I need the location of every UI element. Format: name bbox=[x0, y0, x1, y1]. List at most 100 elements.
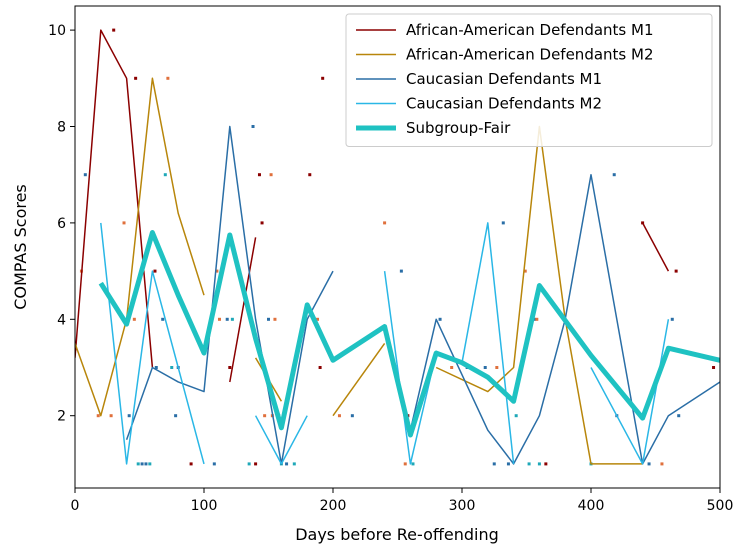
scatter-point bbox=[148, 462, 152, 466]
scatter-point bbox=[144, 462, 148, 466]
x-axis-label: Days before Re-offending bbox=[295, 525, 499, 544]
scatter-point bbox=[501, 221, 505, 225]
scatter-point bbox=[212, 462, 216, 466]
scatter-point bbox=[122, 221, 126, 225]
y-tick-label: 8 bbox=[57, 120, 66, 136]
series-line-4 bbox=[383, 222, 515, 465]
scatter-point bbox=[316, 317, 320, 321]
scatter-point bbox=[217, 317, 221, 321]
scatter-point bbox=[273, 317, 277, 321]
y-tick-label: 6 bbox=[57, 216, 66, 232]
scatter-point bbox=[321, 76, 325, 80]
y-tick-label: 2 bbox=[57, 409, 66, 425]
scatter-point bbox=[674, 269, 678, 273]
scatter-point bbox=[492, 462, 496, 466]
scatter-point bbox=[544, 462, 548, 466]
legend-label: Caucasian Defendants M2 bbox=[406, 95, 602, 113]
scatter-point bbox=[153, 269, 157, 273]
scatter-point bbox=[127, 414, 131, 418]
scatter-point bbox=[647, 462, 651, 466]
legend-label: Caucasian Defendants M1 bbox=[406, 70, 602, 88]
scatter-point bbox=[263, 414, 267, 418]
series-line-3 bbox=[125, 125, 334, 465]
scatter-point bbox=[527, 462, 531, 466]
scatter-point bbox=[677, 414, 681, 418]
series-line-5 bbox=[98, 230, 720, 438]
y-tick-label: 10 bbox=[48, 23, 66, 39]
scatter-point bbox=[215, 269, 219, 273]
scatter-point bbox=[318, 366, 322, 369]
scatter-point bbox=[134, 76, 138, 80]
scatter-point bbox=[399, 269, 403, 273]
scatter-point bbox=[523, 269, 527, 273]
scatter-point bbox=[514, 414, 518, 418]
scatter-point bbox=[411, 462, 415, 466]
scatter-point bbox=[112, 28, 116, 32]
scatter-point bbox=[383, 221, 387, 225]
scatter-point bbox=[267, 317, 270, 321]
scatter-point bbox=[170, 366, 174, 369]
series-line-1 bbox=[75, 29, 154, 368]
series-line-2 bbox=[75, 77, 205, 417]
scatter-point bbox=[174, 414, 178, 418]
x-tick-label: 400 bbox=[578, 498, 605, 514]
x-tick-label: 0 bbox=[71, 498, 80, 514]
x-tick-label: 200 bbox=[320, 498, 347, 514]
scatter-point bbox=[132, 317, 136, 321]
scatter-point bbox=[166, 76, 170, 80]
scatter-point bbox=[154, 366, 158, 369]
scatter-point bbox=[450, 366, 454, 369]
scatter-point bbox=[257, 173, 261, 177]
legend-label: African-American Defendants M1 bbox=[406, 21, 654, 39]
x-tick-label: 100 bbox=[191, 498, 218, 514]
series-line-1 bbox=[229, 237, 257, 383]
scatter-point bbox=[109, 414, 113, 418]
scatter-point bbox=[163, 173, 167, 177]
scatter-point bbox=[506, 462, 510, 466]
series-line-4 bbox=[100, 222, 205, 465]
scatter-point bbox=[254, 462, 258, 466]
scatter-point bbox=[403, 462, 407, 466]
x-tick-label: 500 bbox=[707, 498, 734, 514]
scatter-point bbox=[612, 173, 616, 177]
scatter-point bbox=[308, 173, 312, 177]
scatter-point bbox=[269, 173, 273, 177]
scatter-point bbox=[337, 414, 341, 418]
x-tick-label: 300 bbox=[449, 498, 476, 514]
scatter-point bbox=[535, 317, 539, 321]
scatter-point bbox=[670, 317, 674, 321]
legend-label: African-American Defendants M2 bbox=[406, 46, 654, 64]
y-axis-ticks: 2 4 6 8 10 bbox=[48, 23, 75, 425]
scatter-point bbox=[230, 317, 234, 321]
series-line-2 bbox=[332, 342, 386, 417]
scatter-point bbox=[83, 173, 87, 177]
scatter-point bbox=[189, 462, 193, 466]
legend-box bbox=[345, 13, 713, 147]
scatter-point bbox=[292, 462, 296, 466]
scatter-point bbox=[136, 462, 140, 466]
scatter-point bbox=[228, 366, 232, 369]
scatter-point bbox=[438, 317, 442, 321]
series-line-4 bbox=[280, 415, 308, 465]
scatter-point bbox=[96, 414, 100, 418]
y-tick-label: 4 bbox=[57, 312, 66, 328]
scatter-point bbox=[247, 462, 251, 466]
scatter-point bbox=[260, 221, 264, 225]
plot-frame bbox=[74, 5, 721, 489]
scatter-point bbox=[483, 366, 487, 369]
scatter-point bbox=[251, 125, 255, 128]
scatter-point bbox=[495, 366, 499, 369]
scatter-point bbox=[537, 462, 541, 466]
scatter-point bbox=[161, 317, 165, 321]
series-line-4 bbox=[254, 415, 283, 465]
scatter-point bbox=[225, 317, 229, 321]
series-line-1 bbox=[641, 222, 670, 272]
legend-label: Subgroup-Fair bbox=[406, 119, 511, 137]
y-axis-label: COMPAS Scores bbox=[11, 184, 30, 310]
scatter-point bbox=[140, 462, 144, 466]
scatter-point bbox=[350, 414, 354, 418]
scatter-point bbox=[712, 366, 716, 369]
scatter-point bbox=[285, 462, 289, 466]
x-axis-ticks: 0 100 200 300 400 500 bbox=[71, 488, 734, 514]
